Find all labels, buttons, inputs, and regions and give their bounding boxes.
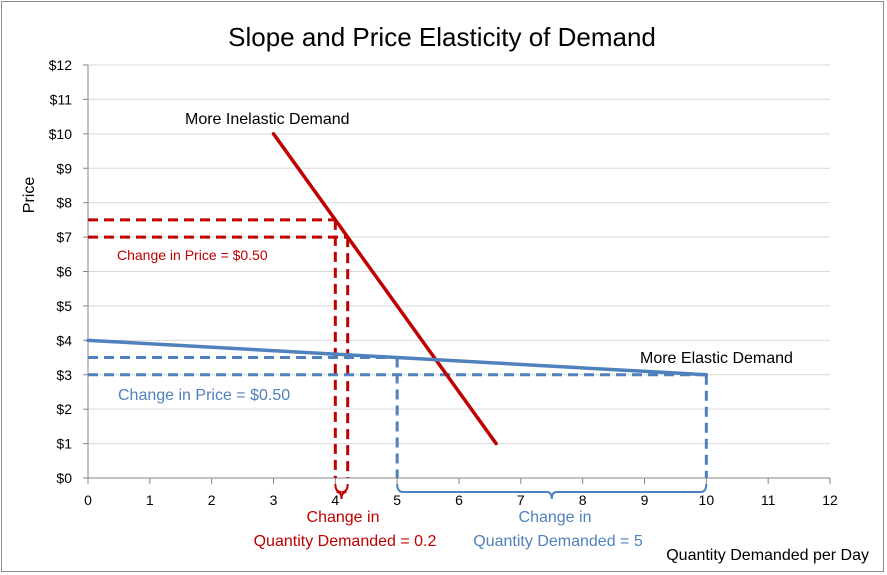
red-qty-change-label-line2: Quantity Demanded = 0.2 bbox=[254, 533, 437, 550]
x-tick-label: 6 bbox=[455, 492, 463, 508]
y-tick-label: $2 bbox=[56, 401, 72, 417]
x-tick-label: 5 bbox=[393, 492, 401, 508]
blue-qty-change-brace bbox=[396, 483, 708, 500]
x-tick-label: 0 bbox=[84, 492, 92, 508]
y-tick-label: $11 bbox=[50, 91, 73, 107]
red-price-change-label: Change in Price = $0.50 bbox=[117, 247, 268, 263]
x-tick-label: 9 bbox=[641, 492, 649, 508]
x-tick-label: 11 bbox=[761, 492, 776, 508]
y-tick-label: $0 bbox=[56, 470, 72, 486]
y-tick-label: $1 bbox=[56, 436, 72, 452]
guide-lines bbox=[88, 218, 708, 478]
x-tick-label: 8 bbox=[579, 492, 587, 508]
blue-qty-change-label-line1: Change in bbox=[519, 509, 592, 526]
red-qty-change-brace bbox=[334, 483, 349, 500]
y-tick-label: $5 bbox=[56, 298, 72, 314]
x-tick-label: 10 bbox=[699, 492, 715, 508]
y-tick-label: $6 bbox=[56, 264, 72, 280]
y-tick-label: $3 bbox=[56, 367, 72, 383]
x-axis-title: Quantity Demanded per Day bbox=[666, 547, 869, 564]
x-tick-label: 2 bbox=[208, 492, 216, 508]
y-axis-title: Price bbox=[21, 177, 38, 214]
chart-title: Slope and Price Elasticity of Demand bbox=[228, 22, 656, 52]
demand-series bbox=[86, 132, 709, 446]
y-tick-label: $4 bbox=[56, 332, 72, 348]
x-tick-label: 4 bbox=[331, 492, 339, 508]
y-tick-label: $12 bbox=[49, 57, 73, 73]
blue-price-change-label: Change in Price = $0.50 bbox=[118, 387, 290, 404]
demand-line bbox=[271, 132, 498, 446]
inelastic-demand-label: More Inelastic Demand bbox=[185, 111, 350, 128]
y-tick-label: $7 bbox=[56, 229, 72, 245]
y-tick-label: $8 bbox=[56, 195, 72, 211]
x-tick-label: 1 bbox=[146, 492, 154, 508]
elastic-demand-label: More Elastic Demand bbox=[640, 350, 793, 367]
x-tick-label: 7 bbox=[517, 492, 525, 508]
y-tick-labels: $0 $1 $2 $3 $4 $5 $6 $7 $8 $9 $10 $11 $12 bbox=[49, 57, 73, 486]
y-tick-label: $9 bbox=[56, 160, 72, 176]
blue-qty-change-label-line2: Quantity Demanded = 5 bbox=[473, 533, 643, 550]
red-qty-change-label-line1: Change in bbox=[307, 509, 380, 526]
x-tick-labels: 0 1 2 3 4 5 6 7 8 9 10 11 12 bbox=[84, 492, 838, 508]
x-tick-label: 3 bbox=[270, 492, 278, 508]
y-tick-label: $10 bbox=[49, 126, 73, 142]
demand-line bbox=[86, 338, 709, 377]
x-tick-label: 12 bbox=[822, 492, 838, 508]
